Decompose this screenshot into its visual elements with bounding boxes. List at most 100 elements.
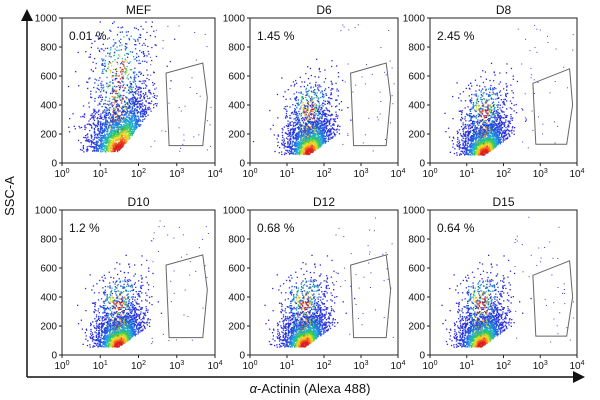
data-point — [116, 100, 119, 102]
data-point — [130, 111, 132, 113]
data-point — [480, 146, 482, 148]
data-point — [469, 109, 471, 111]
data-point — [329, 131, 331, 133]
data-point — [96, 112, 98, 114]
data-point — [131, 100, 133, 102]
data-point — [114, 111, 116, 113]
x-tick-label: 101 — [93, 168, 108, 180]
data-point — [153, 107, 155, 109]
data-point — [118, 122, 120, 124]
data-point — [115, 105, 117, 108]
data-point — [104, 136, 106, 138]
data-point — [120, 135, 122, 137]
data-point — [127, 130, 130, 132]
data-point — [306, 144, 308, 146]
data-point — [141, 120, 144, 122]
data-point — [321, 134, 324, 136]
data-point — [141, 51, 143, 53]
data-point — [131, 116, 133, 118]
data-point — [106, 76, 108, 79]
data-point — [309, 99, 311, 101]
data-point — [511, 119, 513, 121]
data-point — [104, 139, 106, 142]
data-point — [377, 119, 379, 121]
data-point — [115, 126, 118, 128]
data-point — [119, 45, 121, 47]
data-point — [319, 116, 321, 118]
data-point — [287, 151, 289, 154]
data-point — [124, 101, 126, 103]
data-point — [299, 113, 301, 115]
data-point — [206, 149, 208, 151]
data-point — [459, 154, 461, 156]
data-point — [93, 128, 96, 130]
data-point — [311, 114, 313, 116]
data-point — [90, 140, 92, 142]
data-point — [300, 91, 302, 93]
data-point — [124, 103, 126, 106]
data-point — [124, 72, 126, 74]
data-point — [109, 116, 111, 118]
data-point — [146, 77, 148, 80]
data-point — [310, 132, 312, 134]
data-point — [310, 127, 312, 129]
data-point — [131, 120, 133, 122]
data-point — [134, 115, 137, 117]
data-point — [123, 127, 126, 129]
data-point — [108, 133, 110, 135]
data-point — [307, 146, 309, 148]
data-point — [322, 130, 324, 132]
data-point — [97, 104, 99, 106]
data-point — [307, 140, 309, 142]
data-point — [469, 127, 471, 130]
data-point — [494, 147, 496, 149]
data-point — [129, 110, 132, 112]
data-point — [130, 84, 133, 86]
data-point — [112, 75, 114, 78]
data-point — [120, 85, 122, 87]
data-point — [145, 21, 147, 23]
data-point — [129, 130, 132, 132]
data-point — [292, 152, 295, 154]
data-point — [112, 22, 114, 25]
data-point — [319, 71, 321, 73]
data-point — [130, 112, 133, 114]
data-point — [104, 125, 107, 127]
data-point — [119, 133, 121, 135]
data-point — [120, 124, 122, 126]
data-point — [298, 148, 300, 150]
x-tick-label: 103 — [169, 168, 184, 180]
data-point — [307, 107, 309, 109]
data-point — [311, 108, 313, 110]
data-point — [475, 93, 477, 95]
data-point — [134, 44, 136, 46]
data-point — [301, 149, 303, 151]
data-point — [105, 140, 107, 142]
data-point — [137, 101, 140, 103]
data-point — [119, 145, 121, 147]
data-point — [323, 122, 325, 124]
data-point — [146, 85, 148, 87]
data-point — [291, 153, 293, 155]
data-point — [142, 102, 144, 104]
data-point — [471, 135, 473, 137]
data-point — [133, 118, 135, 121]
data-point — [312, 150, 314, 152]
data-point — [310, 87, 312, 89]
data-point — [126, 135, 128, 138]
data-point — [310, 139, 312, 141]
data-point — [105, 55, 107, 57]
data-point — [134, 113, 136, 115]
data-point — [94, 132, 96, 134]
data-point — [294, 145, 296, 147]
data-point — [298, 153, 300, 156]
data-point — [296, 144, 298, 146]
data-point — [138, 62, 140, 65]
data-point — [116, 138, 118, 141]
data-point — [132, 96, 134, 99]
data-point — [496, 111, 498, 114]
data-point — [104, 141, 107, 144]
data-point — [100, 148, 102, 150]
